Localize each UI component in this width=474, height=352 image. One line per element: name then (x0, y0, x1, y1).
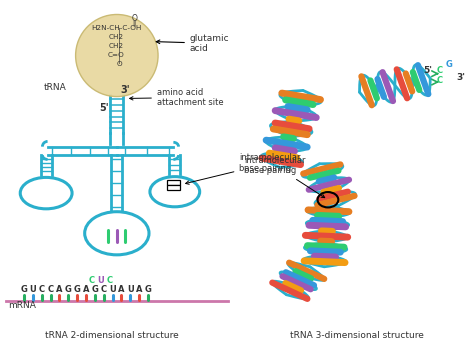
Text: A: A (136, 285, 142, 294)
Text: amino acid
attachment site: amino acid attachment site (130, 88, 224, 107)
Text: 5': 5' (99, 103, 109, 113)
Text: A: A (56, 285, 63, 294)
Text: U: U (98, 276, 104, 285)
Text: tRNA 3-dimensional structure: tRNA 3-dimensional structure (290, 331, 424, 340)
Text: C: C (437, 76, 443, 86)
Text: |: | (118, 28, 121, 37)
Text: C: C (107, 276, 113, 285)
Text: CH2: CH2 (109, 43, 123, 49)
Text: U: U (127, 285, 134, 294)
Ellipse shape (150, 177, 200, 207)
Text: U: U (29, 285, 36, 294)
Text: G: G (445, 60, 452, 69)
FancyBboxPatch shape (167, 185, 180, 190)
Text: G: G (74, 285, 81, 294)
Text: H2N-CH-C-OH: H2N-CH-C-OH (91, 25, 142, 31)
Ellipse shape (20, 177, 72, 209)
Text: O: O (132, 14, 137, 23)
Text: C: C (100, 285, 107, 294)
Text: A: A (83, 285, 89, 294)
Text: glutamic
acid: glutamic acid (156, 33, 229, 53)
Text: ||: || (133, 21, 137, 26)
Text: O: O (117, 61, 122, 67)
Text: CH2: CH2 (109, 34, 123, 40)
Text: A: A (118, 285, 125, 294)
Text: mRNA: mRNA (9, 301, 36, 310)
Ellipse shape (76, 14, 158, 96)
Text: C: C (437, 65, 443, 75)
Text: 3': 3' (456, 73, 465, 82)
Text: C: C (39, 285, 45, 294)
Text: G: G (20, 285, 27, 294)
Text: C=O: C=O (108, 52, 124, 58)
Text: |: | (118, 55, 121, 64)
Text: |: | (118, 46, 121, 55)
Text: U: U (109, 285, 116, 294)
FancyBboxPatch shape (167, 180, 180, 185)
Text: G: G (65, 285, 72, 294)
Text: |: | (118, 37, 121, 46)
Ellipse shape (85, 212, 149, 255)
Text: intramolecular
base pairing: intramolecular base pairing (186, 153, 301, 184)
Text: C: C (47, 285, 54, 294)
Text: G: G (145, 285, 152, 294)
Text: C: C (89, 276, 95, 285)
Text: tRNA: tRNA (44, 83, 66, 92)
Text: G: G (91, 285, 98, 294)
Text: tRNA 2-dimensional structure: tRNA 2-dimensional structure (45, 331, 179, 340)
Text: 3': 3' (120, 85, 130, 95)
Text: 5': 5' (423, 65, 432, 75)
Text: intramolecular
base pairing: intramolecular base pairing (244, 156, 325, 198)
